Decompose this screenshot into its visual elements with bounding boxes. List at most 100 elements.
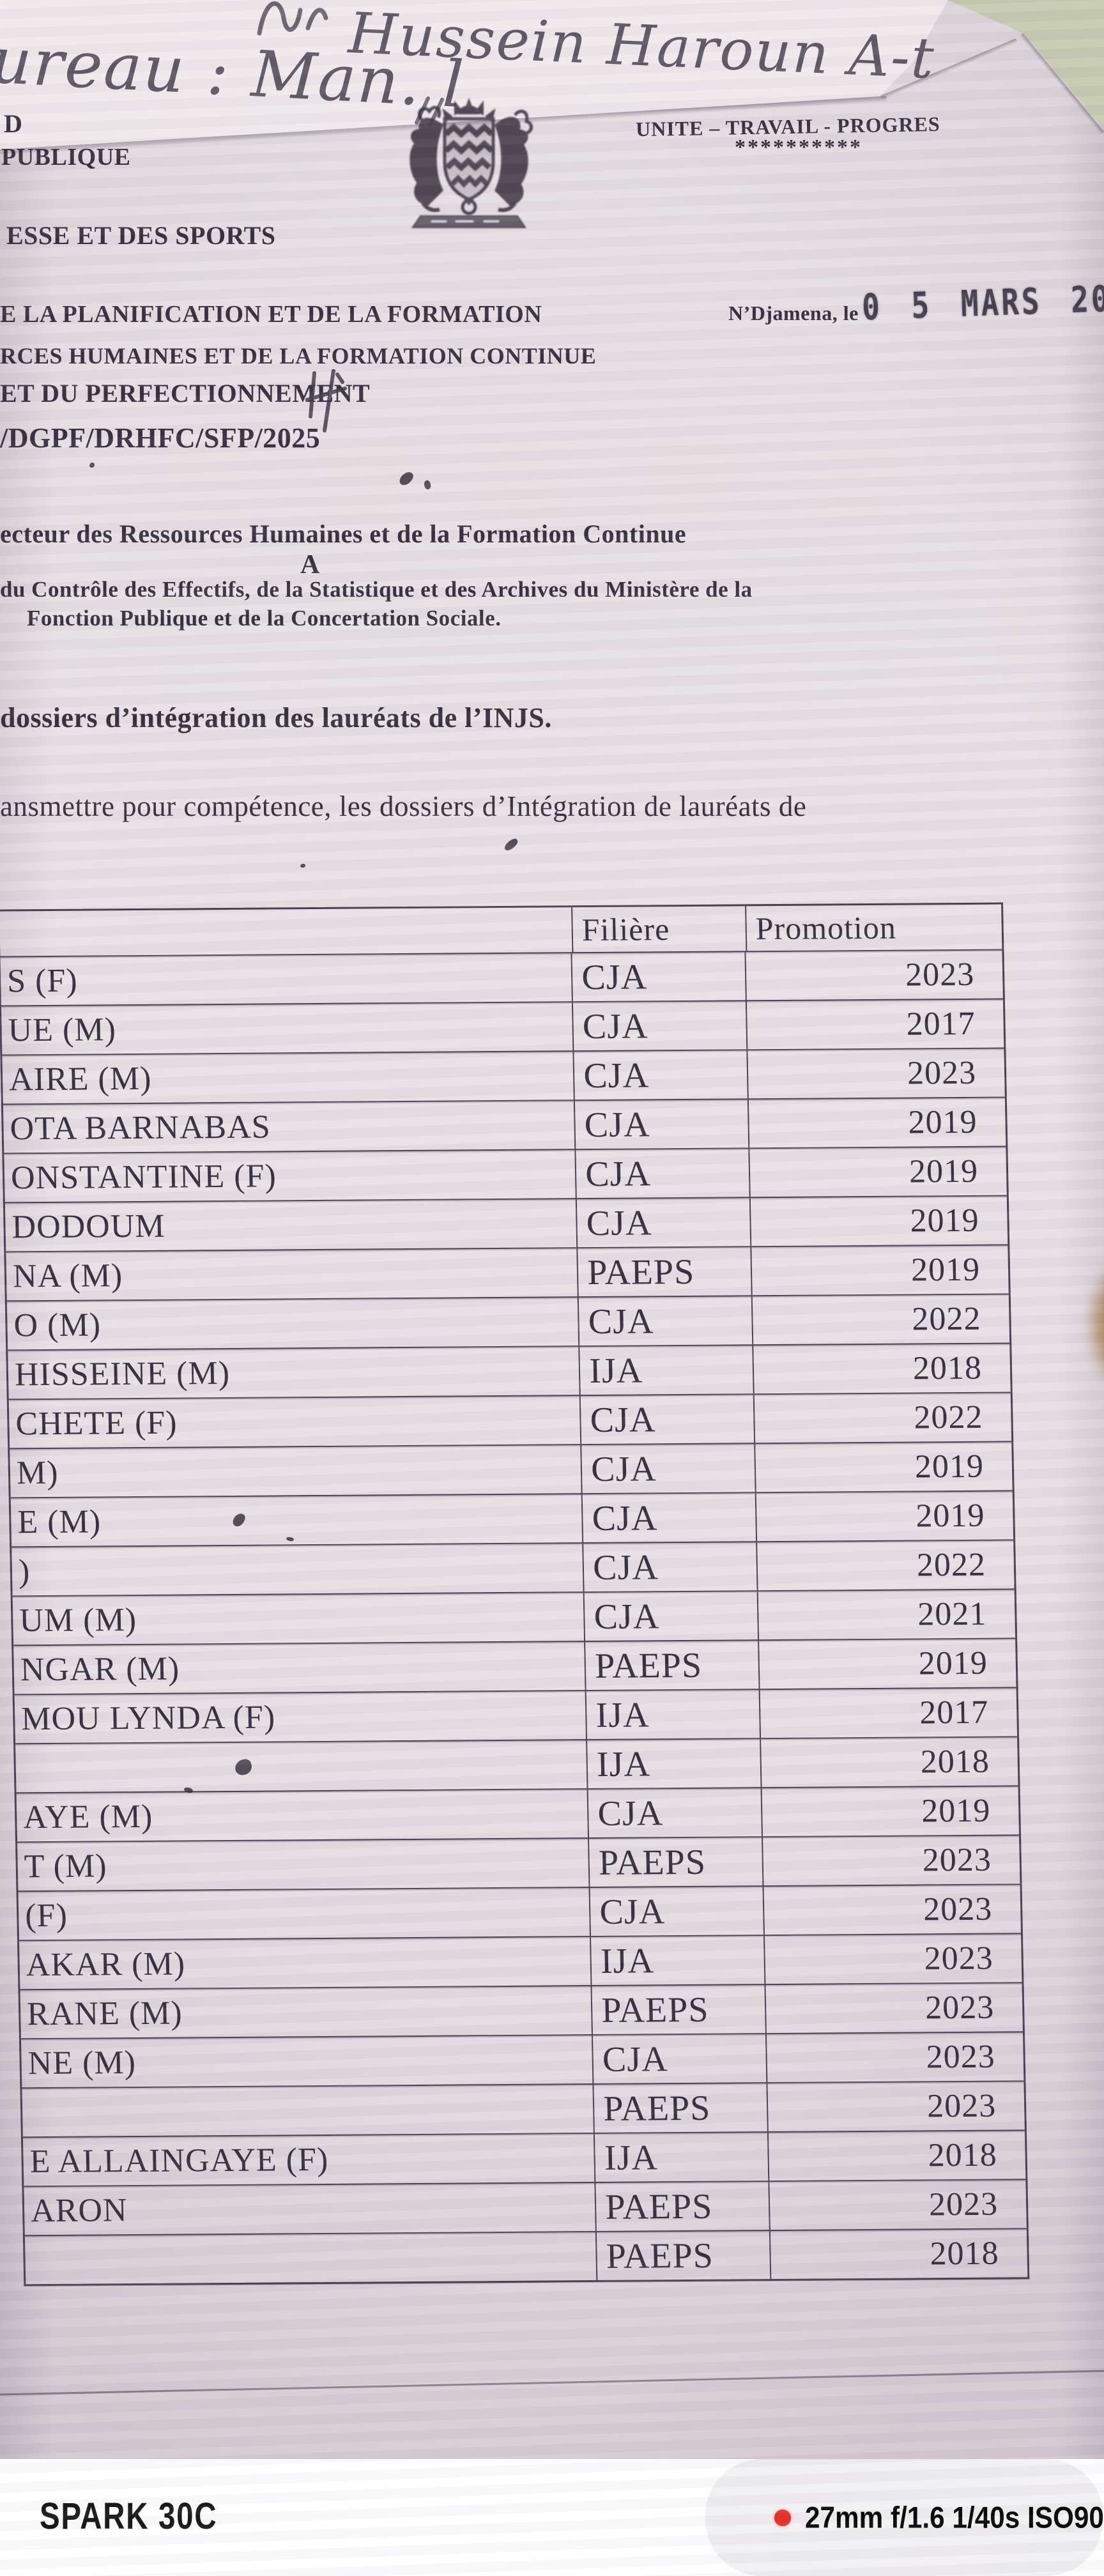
name-cell xyxy=(25,2232,597,2284)
promotion-cell: 2019 xyxy=(760,1786,1019,1837)
table-row: M) CJA 2019 xyxy=(10,1441,1013,1498)
promotion-cell: 2023 xyxy=(768,2180,1027,2230)
filiere-cell: CJA xyxy=(582,1542,757,1592)
table-row: AIRE (M) CJA 2023 xyxy=(2,1047,1005,1104)
promotion-cell: 2018 xyxy=(767,2131,1026,2181)
letterhead-country-fragment: D xyxy=(4,109,23,138)
table-row: PAEPS 2023 xyxy=(22,2080,1025,2137)
name-cell: AYE (M) xyxy=(22,1798,153,1836)
table-row: AKAR (M) IJA 2023 xyxy=(19,1933,1022,1989)
name-cell: T (M) xyxy=(24,1847,108,1885)
name-cell: CHETE (F) xyxy=(15,1404,178,1442)
promotion-cell: 2023 xyxy=(766,2082,1025,2132)
name-cell: AIRE (M) xyxy=(8,1060,152,1098)
table-row: DODOUM CJA 2019 xyxy=(4,1195,1008,1252)
table-row: IJA 2018 xyxy=(15,1736,1018,1793)
filiere-cell: CJA xyxy=(586,1788,762,1838)
promotion-cell: 2023 xyxy=(746,1048,1005,1099)
ink-smudge xyxy=(397,469,415,488)
handwritten-initials-mark xyxy=(305,369,347,433)
filiere-cell: CJA xyxy=(572,1050,747,1100)
name-cell: UE (M) xyxy=(8,1011,117,1048)
promotion-cell: 2019 xyxy=(757,1639,1016,1689)
recipient-line-2: Fonction Publique et de la Concertation … xyxy=(27,606,502,631)
ink-speck xyxy=(300,864,305,868)
filiere-cell: CJA xyxy=(592,2034,767,2084)
promotion-cell: 2019 xyxy=(750,1245,1009,1296)
promotion-cell: 2018 xyxy=(769,2229,1028,2280)
promotion-column-header: Promotion xyxy=(745,904,985,951)
handwriting-squiggle xyxy=(257,1,328,36)
filiere-cell: IJA xyxy=(594,2133,769,2182)
recipient-line-1: du Contrôle des Effectifs, de la Statist… xyxy=(0,577,753,602)
table-row: MOU LYNDA (F) IJA 2017 xyxy=(14,1687,1018,1744)
body-text-fragment: ansmettre pour compétence, les dossiers … xyxy=(0,790,807,822)
promotion-cell: 2022 xyxy=(755,1540,1015,1591)
name-cell: ) xyxy=(18,1552,31,1590)
filiere-cell: CJA xyxy=(578,1296,752,1346)
ink-speck xyxy=(89,463,95,468)
name-cell: HISSEINE (M) xyxy=(14,1354,231,1393)
camera-watermark-bar: SPARK 30C 27mm f/1.6 1/40s ISO908 xyxy=(0,2459,1104,2576)
table-row: OTA BARNABAS CJA 2019 xyxy=(3,1096,1006,1153)
name-cell: UM (M) xyxy=(19,1601,137,1639)
name-cell: E ALLAINGAYE (F) xyxy=(29,2141,329,2180)
name-cell: (F) xyxy=(24,1897,68,1934)
filiere-cell: PAEPS xyxy=(584,1641,759,1690)
table-row: E (M) CJA 2019 xyxy=(10,1490,1014,1547)
name-cell: NE (M) xyxy=(27,2044,137,2082)
filiere-cell: CJA xyxy=(572,1001,747,1051)
letterhead-ministry-fragment-1: PUBLIQUE xyxy=(1,144,131,171)
table-header-row: Filière Promotion xyxy=(0,904,1002,956)
chad-coat-of-arms-emblem xyxy=(410,98,533,228)
to-separator: A xyxy=(300,550,320,579)
filiere-cell: CJA xyxy=(579,1395,754,1445)
table-row: NGAR (M) PAEPS 2019 xyxy=(13,1637,1016,1694)
name-cell: AKAR (M) xyxy=(26,1945,186,1983)
filiere-cell: CJA xyxy=(576,1198,750,1248)
filiere-cell: PAEPS xyxy=(576,1247,751,1297)
table-row: O (M) CJA 2022 xyxy=(6,1293,1010,1350)
promotion-cell: 2018 xyxy=(759,1737,1018,1788)
filiere-cell: IJA xyxy=(585,1690,760,1740)
filiere-cell: PAEPS xyxy=(588,1837,763,1887)
ink-smudge xyxy=(502,837,520,852)
name-cell: RANE (M) xyxy=(26,1995,183,2032)
name-cell: OTA BARNABAS xyxy=(10,1108,272,1147)
filiere-cell: CJA xyxy=(588,1887,763,1936)
table-row: UM (M) CJA 2021 xyxy=(12,1588,1016,1645)
promotion-cell: 2021 xyxy=(756,1590,1016,1640)
table-row: T (M) PAEPS 2023 xyxy=(17,1834,1020,1891)
motto-stars: ********** xyxy=(735,135,862,159)
filiere-cell: CJA xyxy=(574,1100,749,1149)
filiere-cell: IJA xyxy=(586,1739,761,1789)
device-watermark-label: SPARK 30C xyxy=(40,2495,218,2537)
place-date-label: N’Djamena, le xyxy=(728,302,859,325)
table-row: S (F) CJA 2023 xyxy=(0,949,1003,1006)
promotion-cell: 2019 xyxy=(747,1098,1006,1148)
camera-info-pill: 27mm f/1.6 1/40s ISO908 xyxy=(705,2459,1104,2576)
promotion-cell: 2023 xyxy=(761,1836,1020,1886)
promotion-cell: 2023 xyxy=(765,2032,1024,2083)
filiere-cell: IJA xyxy=(578,1346,753,1395)
name-cell: O (M) xyxy=(13,1306,102,1344)
table-row: ARON PAEPS 2023 xyxy=(24,2179,1027,2235)
promotion-cell: 2017 xyxy=(745,999,1004,1050)
filiere-cell: PAEPS xyxy=(590,1985,765,2035)
filiere-cell: CJA xyxy=(571,952,746,1002)
name-cell: NA (M) xyxy=(12,1257,123,1294)
date-stamp: 0 5 MARS 2025 xyxy=(861,276,1104,328)
filiere-cell: CJA xyxy=(581,1493,756,1543)
table-row: UE (M) CJA 2017 xyxy=(1,998,1004,1055)
name-cell xyxy=(22,2085,594,2136)
subject-fragment: dossiers d’intégration des lauréats de l… xyxy=(0,702,552,733)
table-body: S (F) CJA 2023 UE (M) CJA 2017 AIRE (M) … xyxy=(0,949,1028,2285)
filiere-cell: CJA xyxy=(574,1149,749,1199)
filiere-cell: PAEPS xyxy=(594,2182,769,2232)
name-cell: MOU LYNDA (F) xyxy=(20,1698,276,1737)
name-cell: ONSTANTINE (F) xyxy=(10,1157,277,1196)
promotion-cell: 2019 xyxy=(753,1442,1013,1492)
promotion-cell: 2022 xyxy=(751,1294,1010,1345)
record-dot-icon xyxy=(774,2509,791,2526)
